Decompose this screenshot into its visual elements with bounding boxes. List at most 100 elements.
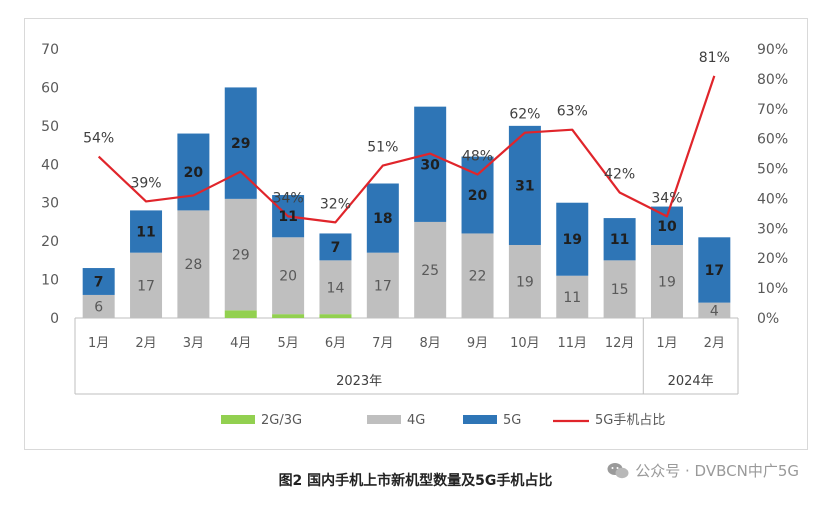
x-tick-label: 4月 <box>230 336 251 351</box>
y2-tick-label: 40% <box>757 191 788 207</box>
legend-swatch <box>367 415 401 424</box>
bar-data-label: 22 <box>469 269 487 285</box>
y2-tick-label: 90% <box>757 42 788 58</box>
y-tick-label: 30 <box>41 196 59 212</box>
bar-data-label: 18 <box>373 211 392 227</box>
x-tick-label: 11月 <box>557 336 587 351</box>
bar-5g <box>319 233 352 261</box>
bar-data-label: 4 <box>710 303 719 319</box>
x-tick-label: 2月 <box>135 336 156 351</box>
y2-tick-label: 0% <box>757 311 779 327</box>
pct-data-label: 39% <box>130 175 161 191</box>
pct-data-label: 48% <box>462 149 493 165</box>
bar-data-label: 17 <box>374 278 392 294</box>
bar-2g-3g <box>319 314 352 318</box>
y-tick-label: 20 <box>41 234 59 250</box>
pct-data-label: 54% <box>83 131 114 147</box>
bar-data-label: 19 <box>658 274 676 290</box>
legend-swatch <box>463 415 497 424</box>
bar-data-label: 15 <box>611 282 629 298</box>
wechat-icon <box>607 462 629 478</box>
legend-entry: 2G/3G <box>261 413 302 428</box>
x-tick-label: 5月 <box>277 336 298 351</box>
bar-data-label: 11 <box>563 290 581 306</box>
bar-4g <box>177 210 210 318</box>
y2-tick-label: 20% <box>757 251 788 267</box>
legend-entry: 5G <box>503 413 521 428</box>
bar-4g <box>272 237 305 315</box>
bar-data-label: 28 <box>184 257 202 273</box>
bar-2g-3g <box>224 310 257 318</box>
y2-tick-label: 50% <box>757 162 788 178</box>
y-tick-label: 60 <box>41 80 59 96</box>
bar-data-label: 20 <box>184 165 204 181</box>
x-tick-label: 9月 <box>467 336 488 351</box>
bar-data-label: 11 <box>278 209 297 225</box>
x-tick-label: 12月 <box>605 336 635 351</box>
bar-data-label: 20 <box>279 269 297 285</box>
bar-data-label: 19 <box>563 232 582 248</box>
figure-caption: 图2 国内手机上市新机型数量及5G手机占比 <box>278 473 553 489</box>
bar-data-label: 29 <box>232 248 250 264</box>
y-tick-label: 50 <box>41 119 59 135</box>
x-tick-label: 2月 <box>704 336 725 351</box>
bar-data-label: 25 <box>421 263 439 279</box>
y2-tick-label: 70% <box>757 102 788 118</box>
bar-data-label: 10 <box>657 219 677 235</box>
legend-entry: 4G <box>407 413 425 428</box>
bar-4g <box>366 252 399 318</box>
bar-data-label: 29 <box>231 136 250 152</box>
bar-data-label: 20 <box>468 188 488 204</box>
bar-4g <box>508 244 541 318</box>
pct-data-label: 81% <box>699 50 730 66</box>
bar-5g <box>366 183 399 253</box>
y-tick-label: 10 <box>41 273 59 289</box>
pct-data-label: 34% <box>273 190 304 206</box>
x-tick-label: 3月 <box>183 336 204 351</box>
x-tick-label: 6月 <box>325 336 346 351</box>
bar-4g <box>603 260 636 318</box>
bar-4g <box>224 198 257 311</box>
year-group-label: 2024年 <box>668 374 714 389</box>
bar-5g <box>82 268 115 295</box>
pct-data-label: 42% <box>604 166 635 182</box>
y2-tick-label: 60% <box>757 132 788 148</box>
bar-data-label: 17 <box>137 278 155 294</box>
pct-data-label: 62% <box>509 107 540 123</box>
bar-4g <box>461 233 494 318</box>
y2-tick-label: 30% <box>757 221 788 237</box>
chart: 0 10 20 30 40 50 60 70 0% 10% 20% 30% 40% 50% 60% 70% 80… <box>41 42 788 428</box>
pct-data-label: 51% <box>367 140 398 156</box>
bar-data-label: 19 <box>516 274 534 290</box>
x-tick-label: 10月 <box>510 336 540 351</box>
bar-4g <box>82 294 115 318</box>
legend-entry: 5G手机占比 <box>595 413 665 428</box>
pct-data-label: 34% <box>651 190 682 206</box>
bar-data-label: 7 <box>331 240 341 256</box>
bar-data-label: 30 <box>420 157 440 173</box>
bar-5g <box>508 125 541 245</box>
x-tick-label: 1月 <box>88 336 109 351</box>
bar-data-label: 31 <box>515 178 534 194</box>
line-5g-share <box>97 75 716 224</box>
bar-data-label: 11 <box>610 232 629 248</box>
bar-data-label: 14 <box>327 280 345 296</box>
bar-5g <box>556 202 589 276</box>
x-tick-label: 1月 <box>656 336 677 351</box>
y-tick-label: 70 <box>41 42 59 58</box>
legend-swatch <box>221 415 255 424</box>
y-tick-label: 40 <box>41 157 59 173</box>
bar-5g <box>130 210 163 253</box>
bar-4g <box>556 275 589 318</box>
pct-data-label: 32% <box>320 196 351 212</box>
bar-data-label: 6 <box>94 299 103 315</box>
bar-4g <box>130 252 163 318</box>
x-tick-label: 8月 <box>420 336 441 351</box>
bar-data-label: 11 <box>136 225 155 241</box>
y-tick-label: 0 <box>50 311 59 327</box>
chart-frame: 0 10 20 30 40 50 60 70 0% 10% 20% 30% 40% 50% 60% 70% 80… <box>24 18 808 450</box>
bar-5g <box>603 218 636 261</box>
x-tick-label: 7月 <box>372 336 393 351</box>
watermark: 公众号 · DVBCN中广5G <box>607 460 799 481</box>
bar-2g-3g <box>272 314 305 318</box>
